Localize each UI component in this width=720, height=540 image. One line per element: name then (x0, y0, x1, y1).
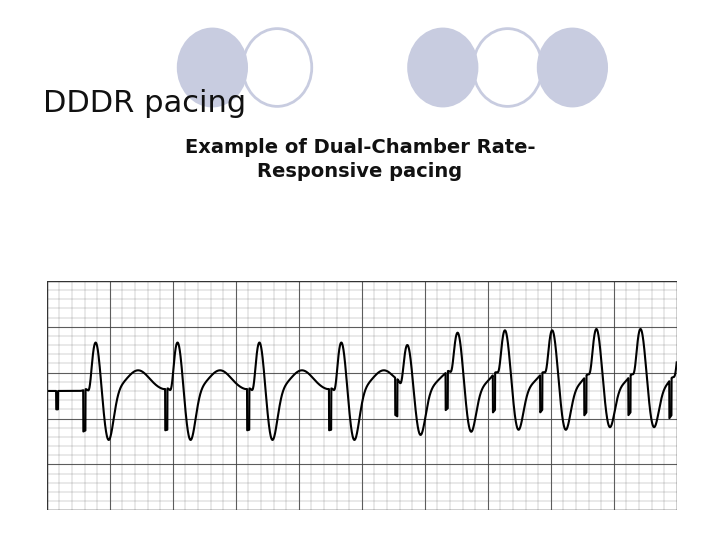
Text: Example of Dual-Chamber Rate-
Responsive pacing: Example of Dual-Chamber Rate- Responsive… (185, 138, 535, 181)
Text: DDDR pacing: DDDR pacing (43, 89, 246, 118)
Ellipse shape (538, 29, 607, 106)
Ellipse shape (178, 29, 247, 106)
Ellipse shape (408, 29, 477, 106)
